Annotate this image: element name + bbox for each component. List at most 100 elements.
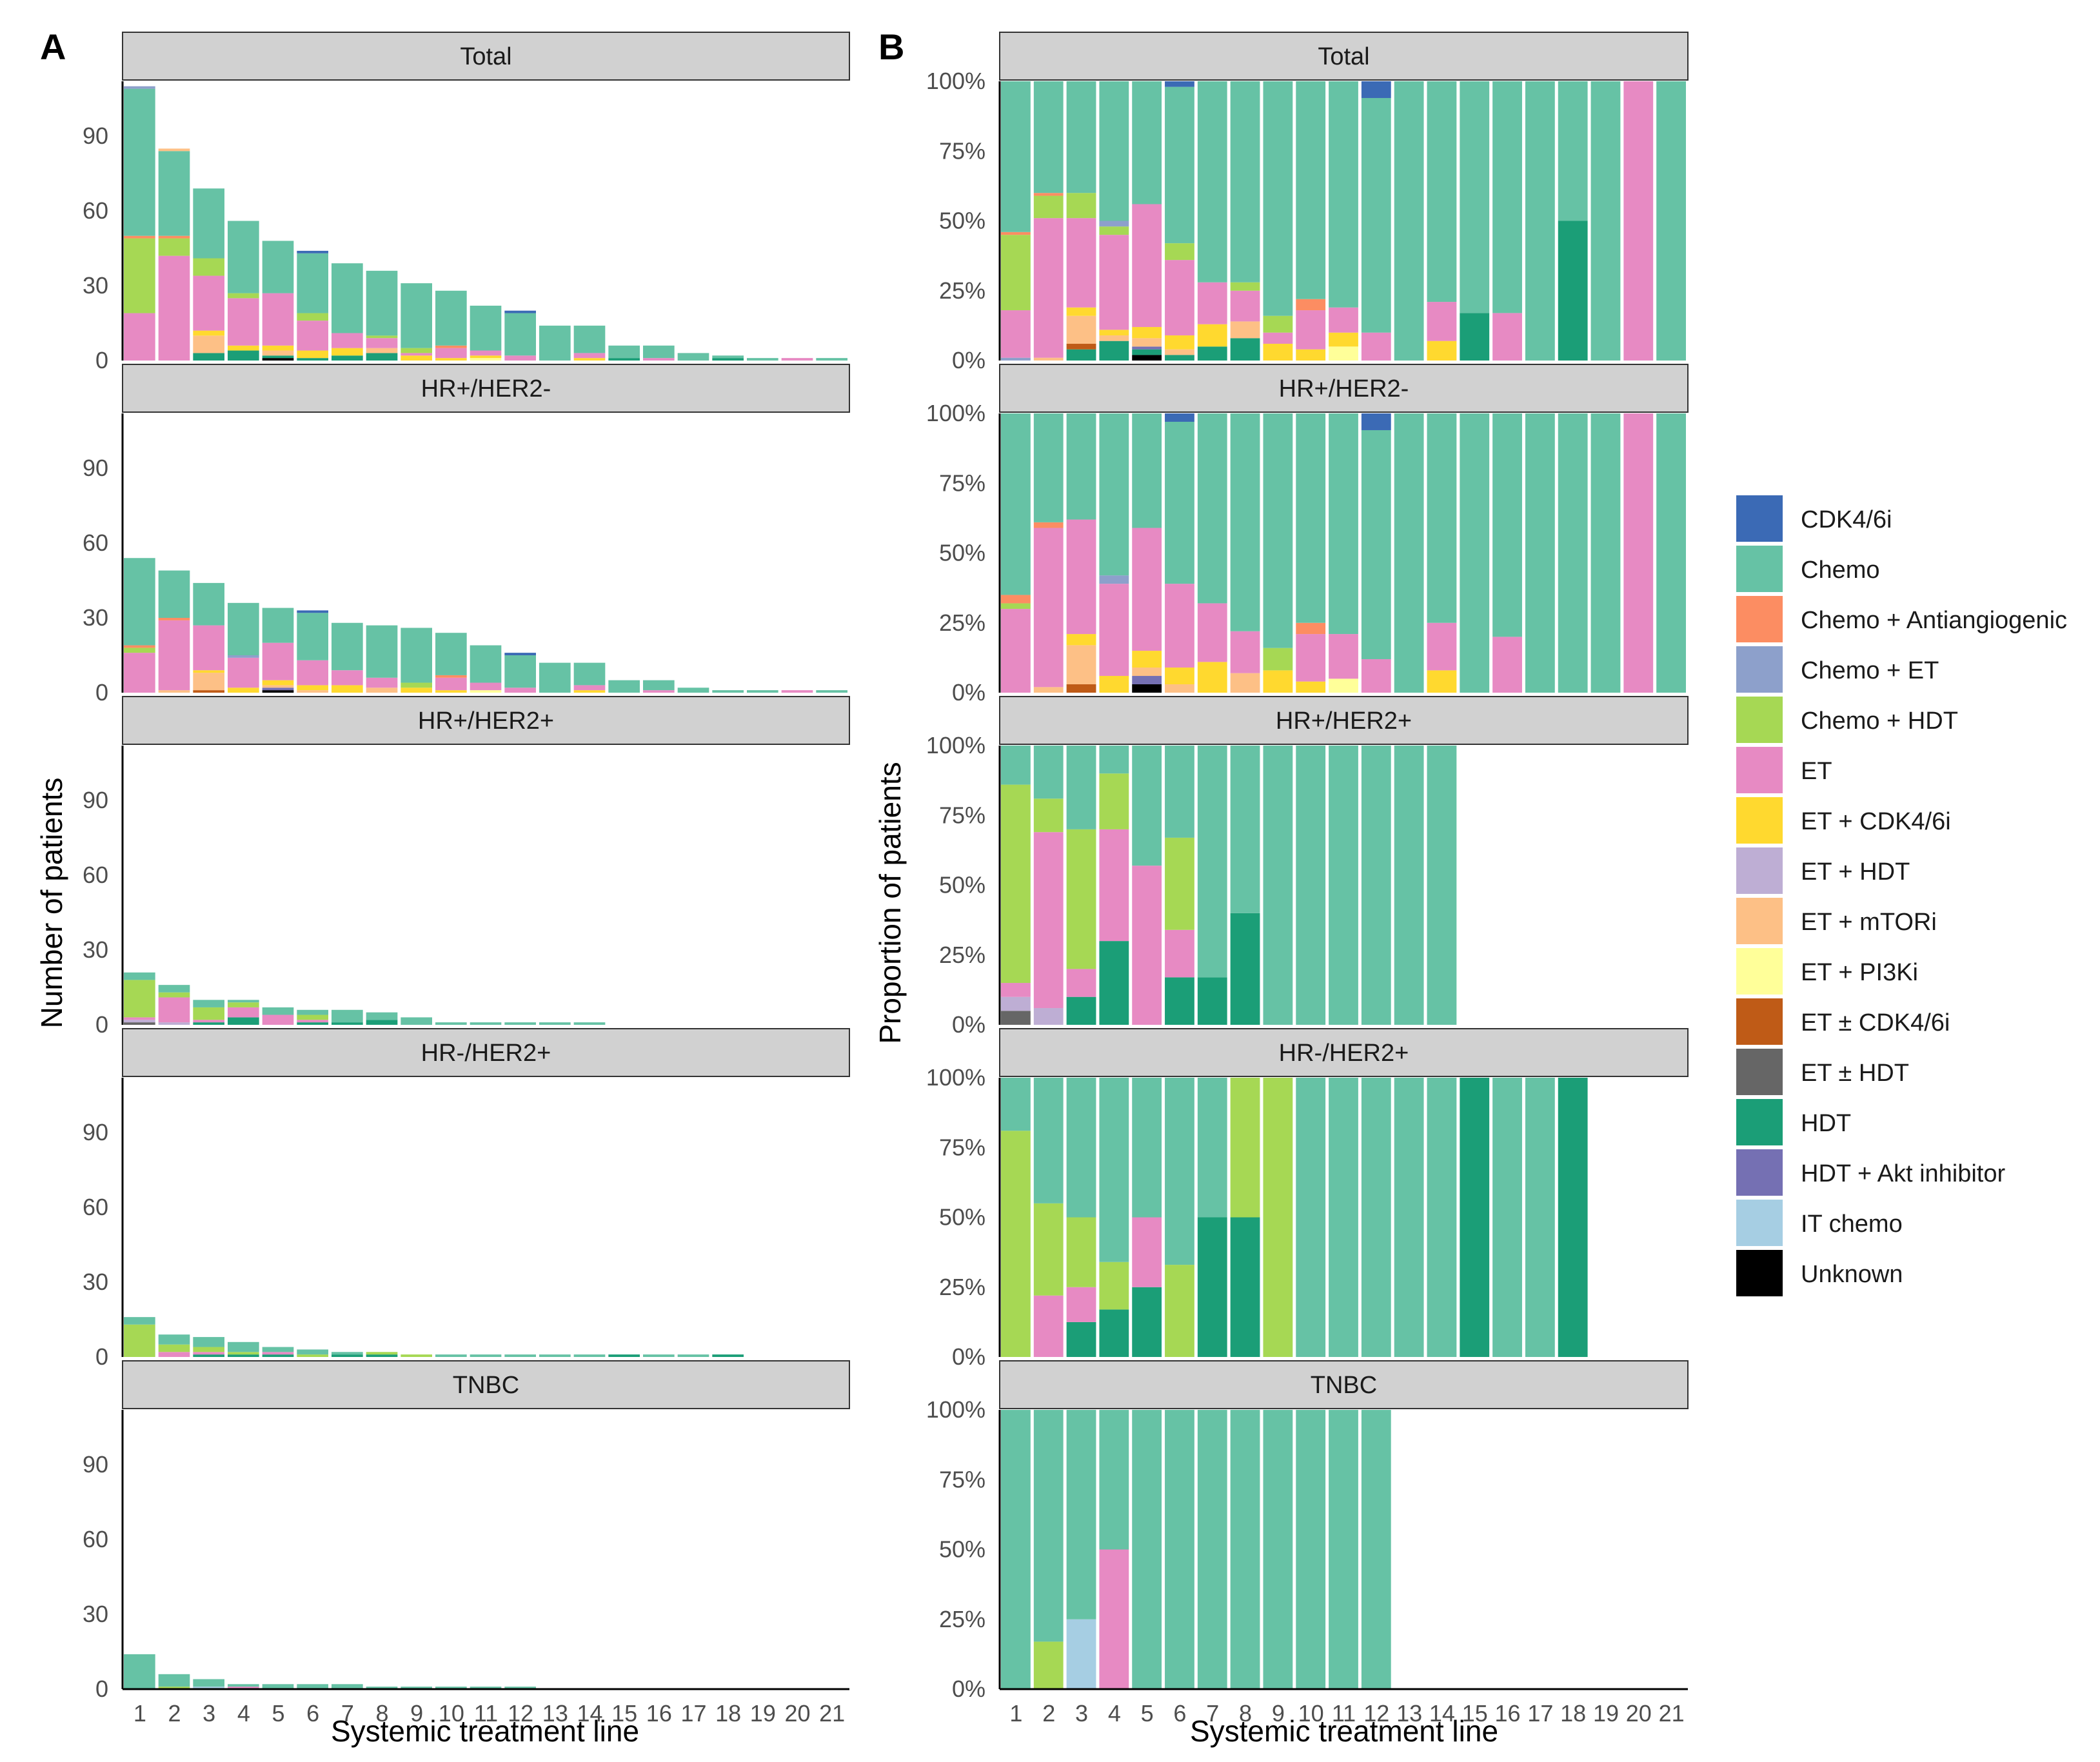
bar-line-13: [1394, 81, 1424, 361]
bar-segment-chemo-plus-hdt: [1066, 193, 1096, 219]
bar-line-17: [1525, 413, 1555, 693]
facet-hr-her2plus: HR-/HER2+ 0% 25% 50% 75% 100%: [926, 1028, 1689, 1370]
bar-segment-hdt-plus-akt-inhibitor: [1132, 676, 1162, 685]
bar-line-8: [366, 1012, 398, 1025]
bar-segment-chemo: [401, 1017, 432, 1025]
bar-segment-et-plus-cdk4-6i: [1427, 670, 1457, 693]
bar-line-7: [1197, 1078, 1227, 1357]
bar-line-2: [1033, 81, 1064, 361]
bar-segment-chemo: [1590, 81, 1621, 361]
bar-segment-et: [1492, 637, 1522, 693]
bar-line-19: [747, 358, 778, 361]
bar-segment-et: [504, 688, 536, 693]
bar-segment-hdt: [1066, 349, 1096, 361]
bar-segment-chemo: [573, 1022, 606, 1025]
bar-segment-cdk4-6i: [1361, 413, 1391, 430]
bar-segment-cdk4-6i: [504, 310, 536, 313]
bar-line-16: [643, 345, 675, 361]
x-tick-label: 9: [410, 1700, 423, 1727]
bar-segment-et: [470, 350, 502, 356]
bar-line-11: [470, 1354, 502, 1357]
bar-line-6: [1165, 1078, 1194, 1357]
bar-segment-chemo: [1066, 1078, 1096, 1218]
bar-line-12: [504, 310, 536, 361]
bar-segment-et: [1099, 584, 1129, 677]
bar-segment-et: [158, 997, 190, 1023]
bar-segment-unknown: [262, 358, 294, 361]
bar-segment-et-plus-cdk4-6i: [1066, 307, 1096, 316]
bar-segment-et: [1066, 1287, 1096, 1322]
y-tick-label: 75%: [939, 470, 986, 496]
bar-line-14: [573, 325, 606, 361]
y-tick-label: 0%: [952, 1011, 986, 1038]
panel-b: Total0%25%50%75%100%HR+/HER2-0%25%50%75%…: [926, 32, 1689, 1727]
bar-segment-et: [228, 298, 259, 346]
bar-segment-chemo: [1001, 413, 1031, 595]
bar-segment-et: [401, 353, 432, 356]
bar-segment-et-plus-cdk4-6i: [573, 358, 606, 361]
bar-line-3: [1066, 746, 1096, 1025]
bar-segment-chemo: [747, 690, 778, 693]
legend-item-hdt: HDT: [1736, 1099, 1851, 1145]
bar-segment-et-plus-cdk4-6i: [332, 348, 363, 356]
bar-segment-et-plus-mtori: [297, 690, 328, 693]
bar-segment-chemo-plus-hdt: [228, 1352, 259, 1355]
legend-swatch: [1736, 697, 1783, 743]
bar-segment-et-plus-cdk4-6i: [1427, 341, 1457, 361]
bar-segment-chemo: [573, 1354, 606, 1357]
facet-title: TNBC: [1311, 1372, 1377, 1399]
bar-segment-et: [1361, 332, 1391, 361]
bar-segment-chemo: [1197, 746, 1227, 978]
facet-hrplus-her2plus: HR+/HER2+ 0% 25% 50% 75% 100%: [926, 696, 1689, 1038]
facet-title: HR-/HER2+: [421, 1040, 551, 1067]
bar-line-14: [573, 662, 606, 693]
bar-segment-et-plus-cdk4-6i: [435, 690, 467, 693]
y-tick-label: 90: [83, 1451, 108, 1478]
bar-line-3: [193, 1000, 224, 1025]
bar-segment-chemo: [193, 582, 224, 626]
y-tick-label: 30: [83, 936, 108, 963]
bar-line-2: [158, 1674, 190, 1689]
legend-swatch: [1736, 847, 1783, 894]
bar-segment-chemo-plus-hdt: [401, 348, 432, 353]
bar-segment-chemo: [228, 1341, 259, 1352]
bar-segment-chemo-plus-hdt: [1165, 837, 1194, 930]
bar-segment-chemo: [158, 1334, 190, 1345]
legend-label: CDK4/6i: [1801, 506, 1892, 533]
bar-line-8: [366, 625, 398, 693]
bar-segment-et: [1033, 832, 1064, 1009]
bar-segment-chemo-plus-et: [1099, 221, 1129, 227]
bar-segment-et-plus-hdt: [1033, 1008, 1064, 1025]
bar-line-14: [573, 1022, 606, 1025]
bar-segment-chemo: [1361, 746, 1391, 1025]
bar-segment-chemo: [470, 645, 502, 683]
bar-segment-et-plus-mtori: [1230, 321, 1260, 339]
x-tick-label: 18: [1560, 1700, 1586, 1727]
bar-segment-chemo: [1132, 413, 1162, 528]
bar-segment-chemo: [1361, 1410, 1391, 1689]
legend-swatch: [1736, 1200, 1783, 1246]
bar-segment-chemo: [1066, 81, 1096, 193]
bar-line-12: [504, 1687, 536, 1689]
bar-segment-hdt: [1230, 338, 1260, 361]
bar-segment-chemo: [1296, 81, 1326, 299]
bar-line-18: [712, 690, 744, 693]
bar-segment-hdt: [193, 1354, 224, 1357]
bar-line-4: [228, 221, 259, 361]
x-tick-label: 16: [646, 1700, 672, 1727]
bar-segment-chemo: [1197, 1410, 1227, 1689]
bar-segment-chemo-plus-et: [228, 655, 259, 658]
bar-line-9: [1263, 1410, 1293, 1689]
bar-line-5: [1132, 746, 1162, 1025]
bar-segment-chemo-plus-hdt: [1099, 226, 1129, 235]
bar-segment-unknown: [1132, 355, 1162, 361]
legend-swatch: [1736, 596, 1783, 642]
legend-swatch: [1736, 1049, 1783, 1095]
bar-line-1: [124, 972, 155, 1025]
bar-segment-et: [573, 353, 606, 359]
bar-line-5: [262, 1347, 294, 1357]
legend-swatch: [1736, 998, 1783, 1045]
facet-strip: [122, 1360, 850, 1409]
bar-segment-et: [1623, 81, 1654, 361]
bar-segment-et: [193, 1352, 224, 1355]
